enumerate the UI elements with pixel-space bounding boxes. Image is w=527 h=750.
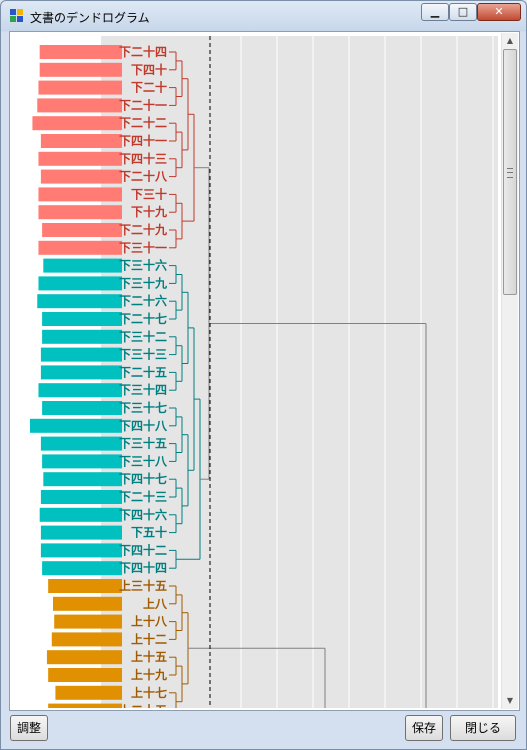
leaf-bar [40, 543, 122, 558]
dendrogram-chart: 下二十四下四十下二十下二十一下二十二下四十一下四十三下二十八下三十下十九下二十九… [30, 36, 498, 708]
leaf-bar [40, 525, 122, 540]
leaf-label: 上八 [143, 596, 168, 611]
scroll-up-icon[interactable]: ▲ [506, 36, 514, 45]
adjust-button[interactable]: 調整 [10, 715, 48, 741]
leaf-label: 下二十 [131, 80, 167, 95]
leaf-label: 下四十八 [119, 418, 168, 433]
leaf-bar [38, 80, 122, 95]
leaf-bar [42, 312, 122, 326]
leaf-label: 下三十二 [119, 329, 167, 344]
leaf-label: 上十五 [131, 649, 167, 664]
leaf-bar [30, 418, 122, 433]
leaf-bar [39, 62, 122, 77]
plot-background [101, 36, 498, 708]
leaf-bar [46, 650, 122, 665]
leaf-label: 下三十五 [119, 436, 167, 451]
leaf-label: 下三十八 [119, 453, 168, 468]
leaf-label: 上十八 [131, 614, 168, 629]
leaf-label: 上十九 [131, 667, 167, 682]
leaf-label: 下三十一 [119, 240, 167, 255]
leaf-bar [40, 365, 122, 380]
leaf-bar [42, 454, 122, 469]
leaf-label: 上十七 [131, 685, 167, 700]
leaf-bar [48, 579, 122, 593]
leaf-bar [43, 258, 122, 273]
leaf-bar [38, 205, 122, 220]
leaf-label: 下四十三 [119, 151, 167, 166]
leaf-label: 下二十七 [119, 311, 167, 326]
leaf-bar [38, 187, 122, 202]
leaf-label: 下二十四 [119, 44, 167, 59]
leaf-bar [40, 169, 122, 184]
leaf-bar [37, 294, 123, 309]
leaf-bar [39, 45, 122, 59]
leaf-bar [48, 703, 122, 708]
leaf-bar [40, 134, 122, 148]
maximize-icon: □ [457, 5, 469, 18]
leaf-label: 上三十五 [119, 578, 167, 593]
leaf-label: 下三十七 [119, 400, 167, 415]
minimize-button[interactable]: ▁ [421, 3, 449, 21]
leaf-label: 下四十四 [119, 560, 167, 575]
leaf-label: 上十二 [131, 631, 167, 646]
button-bar: 調整 保存 閉じる [1, 711, 526, 749]
grip-icon [507, 168, 513, 178]
leaf-label: 下二十六 [119, 293, 167, 308]
leaf-bar [53, 596, 122, 611]
leaf-label: 下二十九 [119, 222, 167, 237]
scroll-down-icon[interactable]: ▼ [506, 696, 514, 705]
maximize-button[interactable]: □ [449, 3, 477, 21]
leaf-label: 下三十 [131, 186, 167, 201]
leaf-bar [40, 436, 122, 451]
close-button[interactable]: 閉じる [450, 715, 516, 741]
leaf-label: 下二十二 [119, 115, 167, 130]
leaf-label: 下二十一 [119, 97, 167, 112]
leaf-bar [48, 668, 122, 682]
leaf-label: 下十九 [131, 204, 167, 219]
leaf-label: 下五十 [131, 525, 167, 540]
leaf-label: 下二十八 [119, 169, 168, 184]
leaf-bar [38, 240, 122, 255]
save-button[interactable]: 保存 [405, 715, 443, 741]
leaf-bar [55, 685, 122, 700]
title-bar[interactable]: 文書のデンドログラム ▁ □ ✕ [1, 1, 526, 31]
leaf-bar [37, 98, 123, 113]
close-window-button[interactable]: ✕ [477, 3, 521, 21]
leaf-bar [42, 561, 122, 576]
leaf-label: 下三十九 [119, 275, 167, 290]
leaf-bar [42, 329, 122, 344]
minimize-icon: ▁ [430, 5, 440, 18]
leaf-label: 下三十六 [119, 258, 167, 273]
window-title: 文書のデンドログラム [30, 11, 150, 25]
leaf-label: 下三十三 [119, 347, 167, 362]
leaf-label: 下四十二 [119, 542, 167, 557]
leaf-label: 下四十七 [119, 471, 167, 486]
app-icon [10, 9, 24, 23]
leaf-bar [38, 276, 122, 291]
leaf-bar [40, 490, 122, 504]
leaf-label: 上二十五 [119, 703, 167, 708]
leaf-bar [32, 116, 122, 131]
leaf-bar [54, 614, 122, 629]
leaf-bar [42, 401, 122, 415]
close-icon: ✕ [494, 5, 504, 18]
vertical-scrollbar[interactable]: ▲ ▼ [501, 33, 518, 709]
leaf-bar [38, 383, 122, 398]
leaf-label: 下四十六 [119, 507, 167, 522]
leaf-label: 下四十一 [119, 133, 167, 148]
leaf-label: 下四十 [131, 62, 167, 77]
leaf-bar [38, 151, 122, 166]
scroll-thumb[interactable] [503, 49, 517, 295]
leaf-bar [51, 632, 122, 647]
leaf-label: 下二十五 [119, 364, 167, 379]
leaf-label: 下二十三 [119, 489, 167, 504]
leaf-bar [39, 507, 122, 522]
leaf-bar [40, 347, 122, 362]
leaf-bar [43, 472, 122, 487]
leaf-bar [42, 223, 122, 237]
leaf-label: 下三十四 [119, 382, 167, 397]
